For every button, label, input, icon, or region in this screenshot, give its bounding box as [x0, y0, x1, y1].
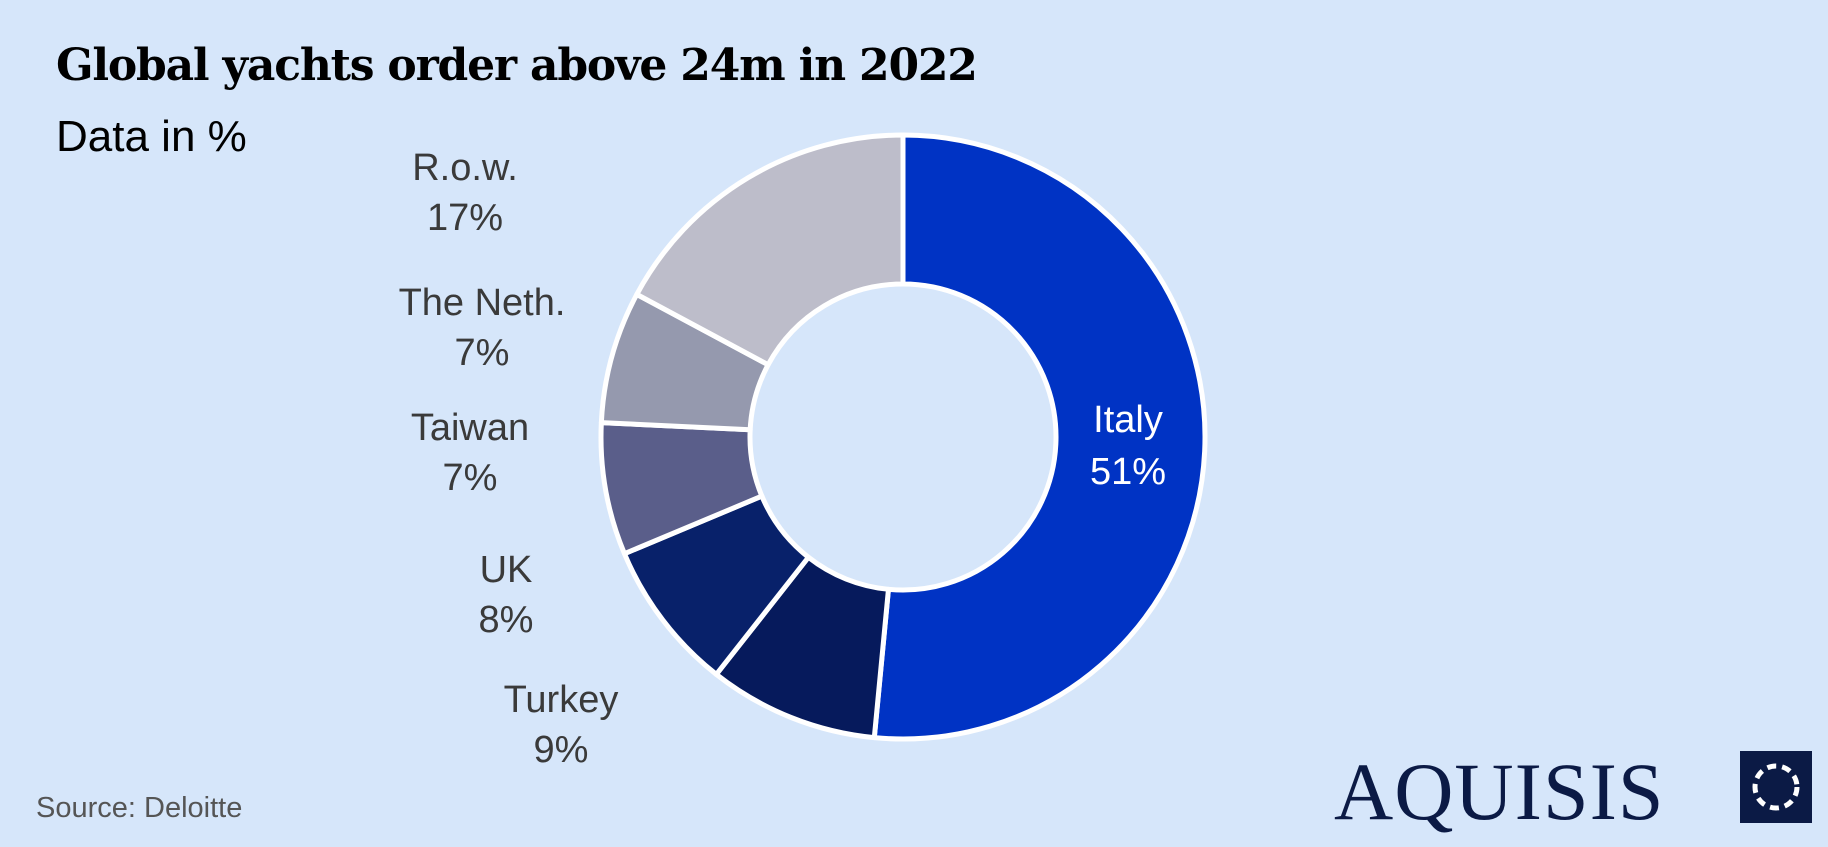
slice-label-italy: Italy [1093, 399, 1163, 441]
donut-slice-italy [871, 132, 1208, 742]
slice-label-the-neth: The Neth. [399, 282, 566, 324]
donut-slice-r-o-w [634, 132, 906, 368]
slice-label-taiwan: Taiwan [411, 407, 529, 449]
brand-logo-icon [1740, 751, 1812, 823]
slice-value-the-neth: 7% [455, 332, 510, 374]
source-note: Source: Deloitte [36, 792, 243, 824]
slice-label-turkey: Turkey [504, 679, 619, 721]
chart-title: Global yachts order above 24m in 2022 [56, 40, 978, 91]
slice-label-r-o-w: R.o.w. [412, 147, 518, 189]
slice-value-uk: 8% [479, 599, 534, 641]
slice-value-taiwan: 7% [443, 457, 498, 499]
slice-value-italy: 51% [1090, 451, 1166, 493]
slice-value-r-o-w: 17% [427, 197, 503, 239]
slice-label-uk: UK [480, 549, 533, 591]
slice-value-turkey: 9% [534, 729, 589, 771]
brand-logo-text: AQUISIS [1334, 746, 1665, 837]
chart-subtitle: Data in % [56, 112, 247, 161]
